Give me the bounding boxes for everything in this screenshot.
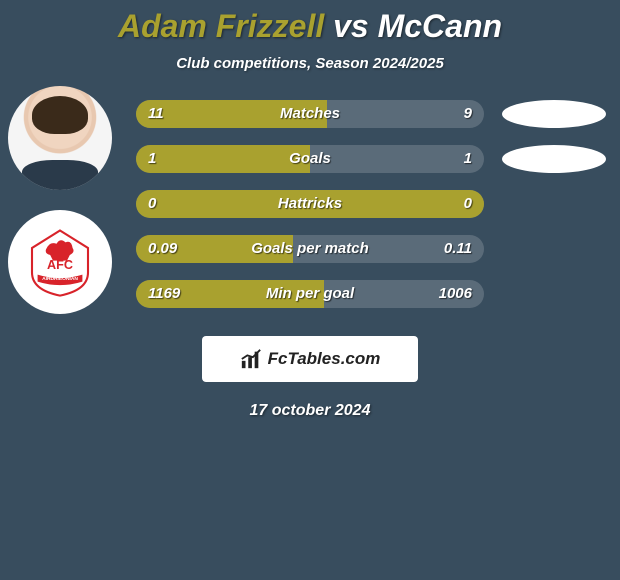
date-label: 17 october 2024 [0, 402, 620, 420]
svg-text:AIRDRIEONIAN: AIRDRIEONIAN [42, 276, 78, 282]
avatars-column: AFC AIRDRIEONIAN [8, 86, 112, 314]
club-badge-icon: AFC AIRDRIEONIAN [25, 227, 95, 297]
stat-label: Hattricks [136, 190, 484, 218]
stat-value-right: 1006 [439, 280, 472, 308]
stat-row: 0.09Goals per match0.11 [136, 235, 484, 263]
player1-name: Adam Frizzell [118, 8, 324, 44]
subtitle: Club competitions, Season 2024/2025 [0, 55, 620, 72]
svg-text:AFC: AFC [47, 258, 73, 272]
stat-row: 1169Min per goal1006 [136, 280, 484, 308]
site-badge: FcTables.com [202, 336, 418, 382]
stat-row: 0Hattricks0 [136, 190, 484, 218]
comparison-title: Adam Frizzell vs McCann [0, 8, 620, 45]
player2-name: McCann [378, 8, 502, 44]
stat-value-right: 1 [464, 145, 472, 173]
stat-label: Min per goal [136, 280, 484, 308]
chart-icon [240, 348, 262, 370]
stat-pill [502, 145, 606, 173]
content-area: AFC AIRDRIEONIAN 11Matches9 1Goals1 0Hattr… [0, 100, 620, 420]
stat-value-right: 9 [464, 100, 472, 128]
player-avatar [8, 86, 112, 190]
stat-label: Goals per match [136, 235, 484, 263]
stat-pill [502, 100, 606, 128]
site-badge-text: FcTables.com [268, 349, 381, 369]
club-badge: AFC AIRDRIEONIAN [8, 210, 112, 314]
stat-value-right: 0 [464, 190, 472, 218]
stat-row: 11Matches9 [136, 100, 484, 128]
stat-label: Matches [136, 100, 484, 128]
stat-value-right: 0.11 [444, 235, 472, 263]
stat-row: 1Goals1 [136, 145, 484, 173]
pills-container [484, 100, 620, 101]
stat-label: Goals [136, 145, 484, 173]
vs-text: vs [333, 8, 369, 44]
